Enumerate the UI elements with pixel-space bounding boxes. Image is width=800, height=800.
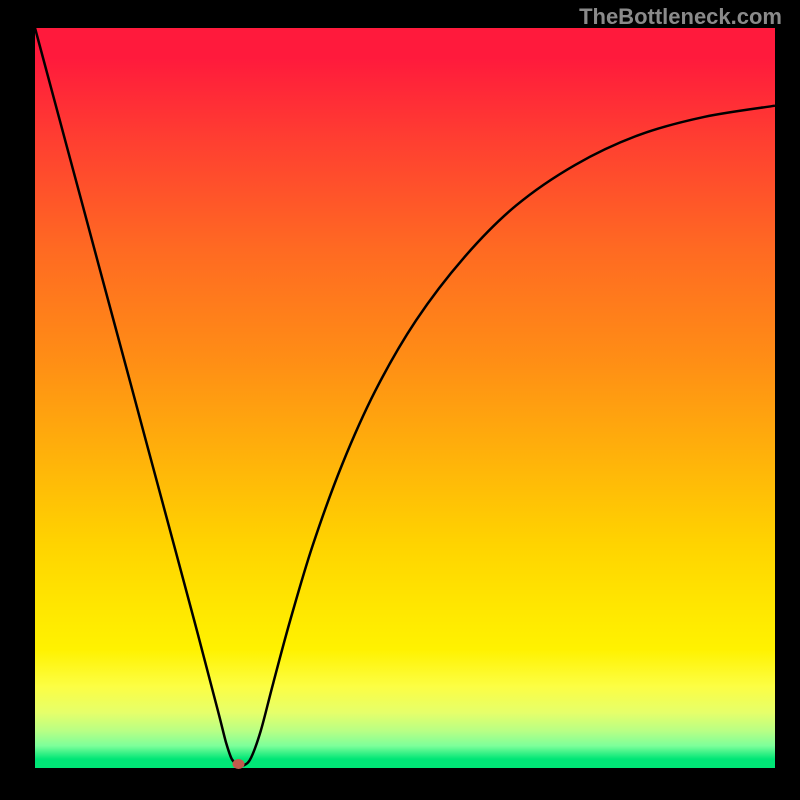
watermark: TheBottleneck.com [579, 4, 782, 30]
minimum-marker [233, 759, 245, 769]
bottleneck-curve [35, 28, 775, 766]
curve-overlay [0, 0, 800, 800]
chart-container: TheBottleneck.com [0, 0, 800, 800]
